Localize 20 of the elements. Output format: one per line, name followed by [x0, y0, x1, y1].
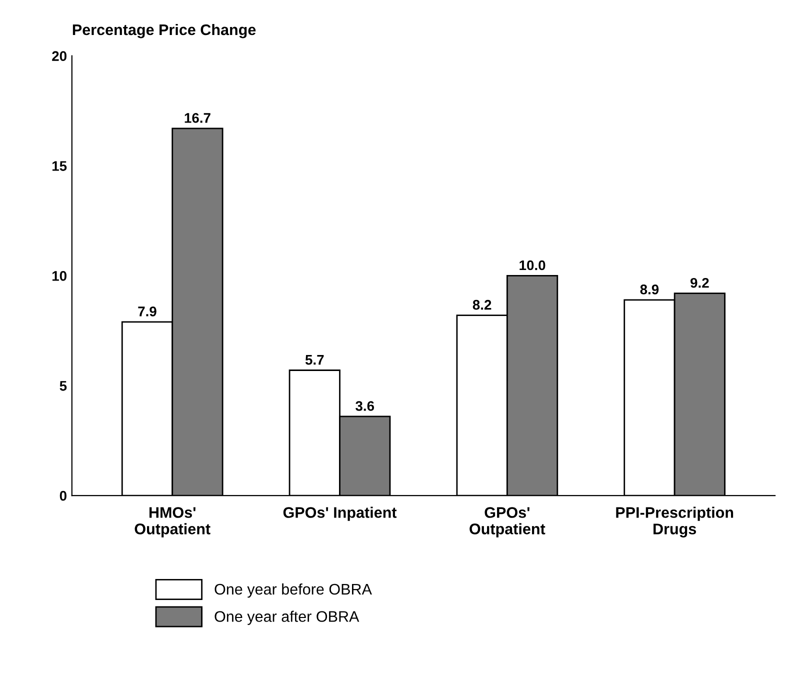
y-tick-label: 5 — [60, 381, 67, 391]
data-label: 10.0 — [520, 260, 546, 270]
data-label: 9.2 — [690, 278, 709, 288]
x-tick-label: GPOs' Inpatient — [283, 506, 397, 521]
y-axis-title: Percentage Price Change — [72, 24, 256, 38]
data-label: 8.2 — [472, 300, 492, 310]
x-tick-label: GPOs' Outpatient — [470, 507, 546, 538]
x-tick-label: PPI-Prescription Drugs — [616, 506, 734, 538]
y-tick-label: 10 — [52, 271, 66, 281]
data-label: 3.6 — [356, 401, 374, 411]
x-tick-label: HMOs' Outpatient — [134, 507, 210, 538]
data-label: 16.7 — [184, 113, 210, 123]
legend-label: One year before OBRA — [214, 583, 372, 598]
legend-label: One year after OBRA — [214, 610, 360, 625]
y-tick-label: 15 — [52, 161, 67, 171]
data-label: 8.9 — [640, 284, 659, 294]
data-label: 5.7 — [305, 355, 324, 365]
y-tick-label: 20 — [52, 51, 66, 62]
data-label: 7.9 — [138, 306, 156, 316]
y-tick-label: 0 — [60, 490, 66, 501]
